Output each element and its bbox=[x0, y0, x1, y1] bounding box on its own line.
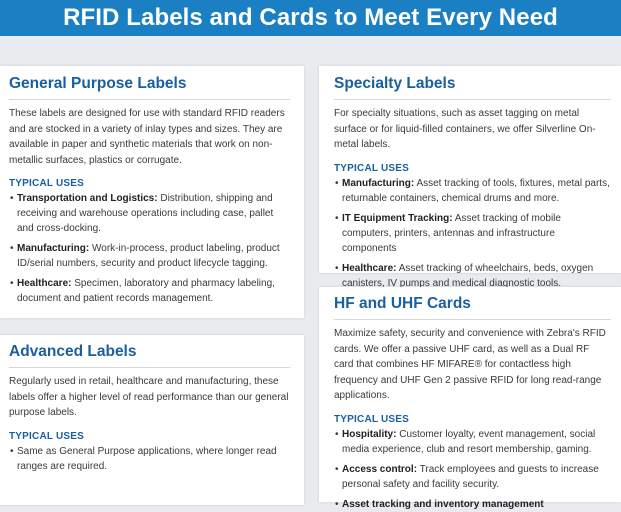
card-description: Regularly used in retail, healthcare and… bbox=[9, 376, 289, 418]
bullet-icon: • bbox=[10, 243, 14, 254]
header-banner: RFID Labels and Cards to Meet Every Need bbox=[0, 0, 621, 36]
bullet-icon: • bbox=[335, 498, 339, 510]
card-specialty-labels: Specialty Labels For specialty situation… bbox=[319, 66, 621, 289]
typical-uses-heading: TYPICAL USES bbox=[334, 162, 410, 174]
bullet-icon: • bbox=[335, 177, 339, 189]
typical-uses-list: • Transportation and Logistics: Distribut… bbox=[9, 191, 290, 306]
list-item: • Manufacturing: Work-in-process, product… bbox=[10, 243, 280, 269]
card-title: General Purpose Labels bbox=[9, 75, 187, 92]
typical-uses-heading: TYPICAL USES bbox=[9, 430, 85, 442]
card-description: These labels are designed for use with s… bbox=[9, 108, 285, 166]
list-item: • Healthcare: Specimen, laboratory and ph… bbox=[10, 278, 275, 304]
card-advanced-labels: Advanced Labels Regularly used in retail… bbox=[0, 335, 304, 505]
card-title: Advanced Labels bbox=[9, 343, 137, 360]
card-title: HF and UHF Cards bbox=[334, 295, 471, 312]
bullet-icon: • bbox=[335, 212, 339, 224]
list-item: • IT Equipment Tracking: Asset tracking o… bbox=[335, 212, 561, 254]
card-description: Maximize safety, security and convenienc… bbox=[334, 328, 606, 401]
divider bbox=[9, 367, 290, 368]
list-item: • Manufacturing: Asset tracking of tools,… bbox=[335, 177, 610, 204]
bullet-icon: • bbox=[10, 445, 14, 457]
typical-uses-heading: TYPICAL USES bbox=[9, 178, 85, 189]
bullet-icon: • bbox=[10, 278, 14, 289]
card-general-purpose-labels: General Purpose Labels These labels are … bbox=[0, 66, 304, 318]
list-item: • Same as General Purpose applications, w… bbox=[10, 445, 277, 472]
list-item: • Access control: Track employees and gue… bbox=[335, 463, 599, 490]
typical-uses-list: • Same as General Purpose applications, w… bbox=[9, 444, 290, 474]
page-title: RFID Labels and Cards to Meet Every Need bbox=[63, 4, 558, 31]
divider bbox=[334, 319, 611, 320]
bullet-icon: • bbox=[335, 428, 339, 440]
list-item: • Asset tracking and inventory management bbox=[335, 498, 544, 510]
divider bbox=[334, 99, 611, 100]
bullet-icon: • bbox=[335, 463, 339, 475]
list-item: • Transportation and Logistics: Distribut… bbox=[10, 193, 274, 234]
typical-uses-list: • Hospitality: Customer loyalty, event ma… bbox=[334, 427, 611, 512]
card-title: Specialty Labels bbox=[334, 75, 456, 92]
card-description: For specialty situations, such as asset … bbox=[334, 108, 596, 150]
bullet-icon: • bbox=[335, 262, 339, 274]
bullet-icon: • bbox=[10, 193, 14, 204]
list-item: • Healthcare: Asset tracking of wheelchai… bbox=[335, 262, 594, 289]
list-item: • Hospitality: Customer loyalty, event ma… bbox=[335, 428, 596, 455]
divider bbox=[9, 99, 290, 100]
card-hf-uhf-cards: HF and UHF Cards Maximize safety, securi… bbox=[319, 287, 621, 510]
typical-uses-heading: TYPICAL USES bbox=[334, 413, 410, 425]
typical-uses-list: • Manufacturing: Asset tracking of tools,… bbox=[334, 176, 611, 291]
